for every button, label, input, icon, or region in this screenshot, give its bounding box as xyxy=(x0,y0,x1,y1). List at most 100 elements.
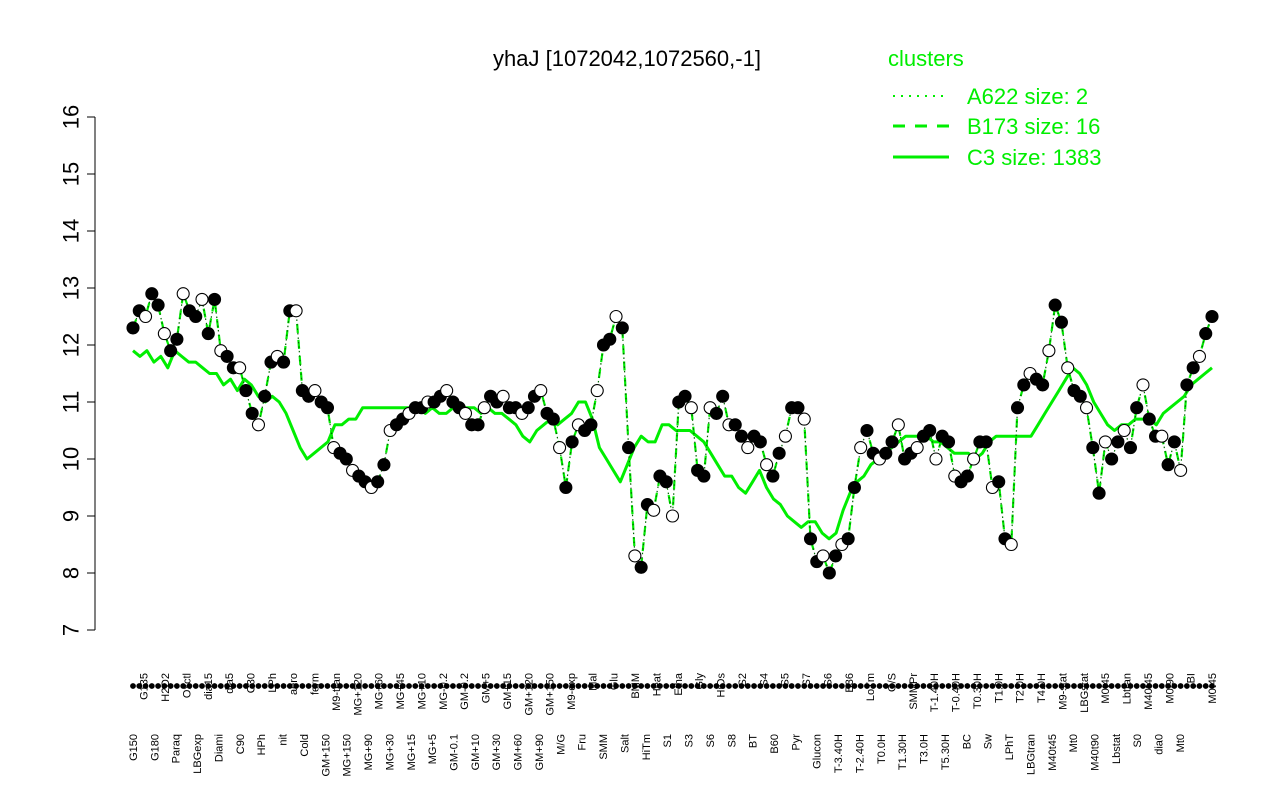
x-sample-marker xyxy=(468,683,475,689)
data-point xyxy=(496,389,510,403)
data-point xyxy=(678,389,692,403)
legend-entry-b173: B173 size: 16 xyxy=(967,114,1100,139)
data-point xyxy=(615,321,629,335)
x-sample-marker xyxy=(970,683,977,689)
data-point xyxy=(138,309,153,324)
data-point xyxy=(189,309,203,324)
x-sample-marker xyxy=(801,683,808,689)
data-point xyxy=(766,469,780,483)
x-sample-marker xyxy=(569,683,576,689)
x-sample-marker xyxy=(613,683,619,689)
y-tick-label: 15 xyxy=(59,162,84,186)
x-sample-marker xyxy=(1027,683,1033,689)
y-tick-label: 7 xyxy=(59,624,84,636)
x-sample-marker xyxy=(663,683,670,689)
x-sample-marker xyxy=(462,683,469,689)
x-sample-marker xyxy=(945,683,952,689)
data-point xyxy=(258,389,272,403)
x-sample-marker xyxy=(1014,683,1021,689)
x-sample-marker xyxy=(1058,683,1065,689)
x-sample-marker xyxy=(631,683,638,689)
data-point xyxy=(1073,389,1087,403)
x-sample-marker xyxy=(920,683,927,689)
x-sample-marker xyxy=(951,683,958,689)
x-sample-marker xyxy=(901,683,908,689)
x-tick-label: GM+60 xyxy=(513,734,525,770)
x-sample-marker xyxy=(675,683,682,689)
data-point xyxy=(1142,412,1156,426)
x-sample-marker xyxy=(650,683,657,689)
data-point xyxy=(760,458,774,472)
data-point xyxy=(753,435,767,449)
x-sample-marker xyxy=(581,683,588,689)
data-point xyxy=(941,435,956,449)
x-sample-marker xyxy=(700,683,707,689)
x-sample-marker xyxy=(349,683,356,689)
x-tick-label: M40t90 xyxy=(1089,734,1101,771)
data-point xyxy=(854,441,868,455)
x-sample-marker xyxy=(512,683,519,689)
x-tick-label: LPhT xyxy=(1004,734,1016,761)
x-tick-label: MG+15 xyxy=(406,734,418,770)
x-tick-label: GM+120 xyxy=(523,673,535,716)
x-sample-marker xyxy=(525,683,532,689)
data-point xyxy=(1123,441,1137,455)
data-point xyxy=(289,304,303,318)
data-point xyxy=(741,441,755,455)
x-sample-marker xyxy=(205,683,212,689)
x-tick-label: S0 xyxy=(1132,734,1144,747)
x-sample-marker xyxy=(330,683,337,689)
x-sample-marker xyxy=(895,683,902,689)
x-tick-label: BC xyxy=(961,734,973,749)
x-sample-marker xyxy=(293,683,300,689)
data-point xyxy=(1004,537,1018,552)
x-sample-marker xyxy=(531,683,538,689)
x-tick-label: GM+15 xyxy=(502,673,514,709)
data-point xyxy=(697,469,711,483)
x-sample-marker xyxy=(217,683,224,689)
x-tick-label: LBGstat xyxy=(1079,673,1091,713)
x-sample-marker xyxy=(1002,683,1008,689)
x-sample-marker xyxy=(813,683,820,689)
x-sample-marker xyxy=(782,683,789,689)
x-sample-marker xyxy=(1146,683,1153,689)
x-sample-marker xyxy=(1190,683,1197,689)
data-point xyxy=(772,446,786,460)
x-sample-marker xyxy=(669,683,676,689)
x-sample-marker xyxy=(876,683,883,689)
x-sample-marker xyxy=(1158,683,1165,689)
x-tick-label: T0.30H xyxy=(972,673,984,709)
x-sample-marker xyxy=(374,683,381,689)
x-tick-label: HPh xyxy=(256,734,268,755)
x-sample-marker xyxy=(412,683,419,689)
x-sample-marker xyxy=(1102,683,1109,689)
data-point xyxy=(477,401,491,415)
x-tick-label: Pyr xyxy=(790,734,802,751)
x-sample-marker xyxy=(493,683,500,689)
x-sample-marker xyxy=(857,683,864,689)
x-tick-label: T3.0H xyxy=(919,734,931,764)
x-tick-label: Lbstat xyxy=(1111,734,1123,764)
x-tick-label: LBGexp xyxy=(192,734,204,774)
x-tick-label: nit xyxy=(278,734,290,746)
data-point xyxy=(1105,452,1119,466)
x-sample-marker xyxy=(186,683,193,689)
data-point xyxy=(170,332,184,346)
x-tick-label: M40t45 xyxy=(1047,734,1059,771)
x-sample-marker xyxy=(1171,683,1178,689)
data-point xyxy=(791,401,805,415)
x-sample-marker xyxy=(606,683,613,689)
data-point xyxy=(816,549,830,563)
x-tick-label: MG+30 xyxy=(384,734,396,770)
data-point xyxy=(565,435,579,449)
x-sample-marker xyxy=(355,683,362,689)
data-point xyxy=(553,441,567,455)
x-sample-marker xyxy=(976,683,983,689)
chart-title: yhaJ [1072042,1072560,-1] xyxy=(493,46,761,71)
x-sample-marker xyxy=(989,683,996,689)
x-sample-marker xyxy=(487,683,494,689)
x-tick-label: GM+5 xyxy=(481,673,493,703)
x-sample-marker xyxy=(688,683,695,689)
x-sample-marker xyxy=(769,683,776,689)
x-sample-marker xyxy=(136,683,143,689)
